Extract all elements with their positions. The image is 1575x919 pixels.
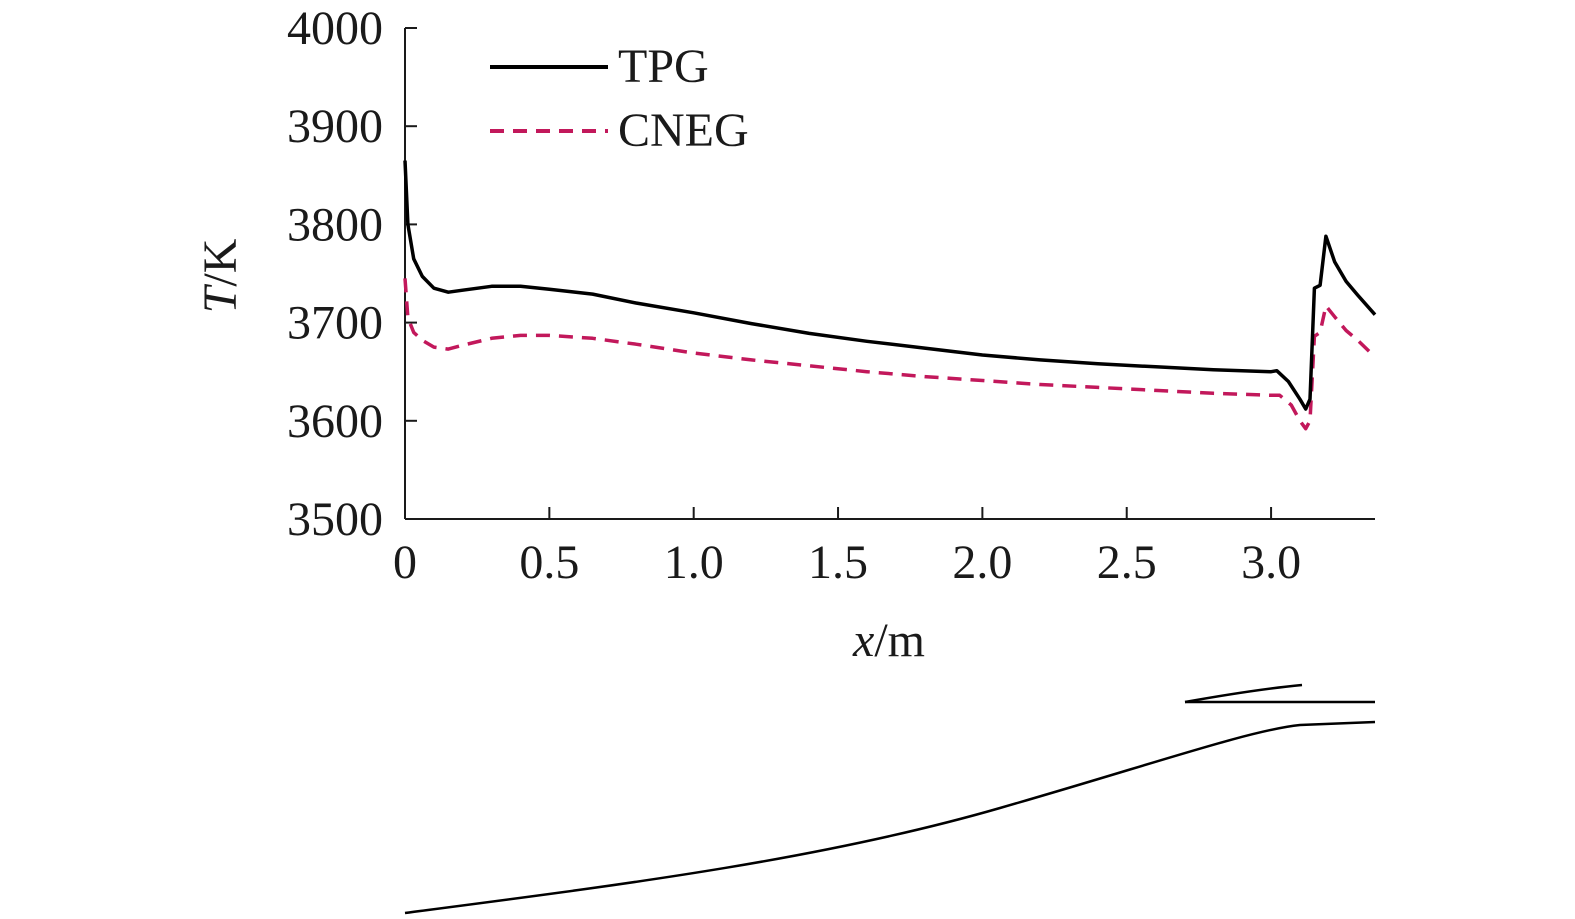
geometry-lower-wall [404,720,1376,915]
y-tick-label: 4000 [287,2,383,55]
x-axis-title-var: x [852,614,874,667]
x-tick-label: 0 [393,536,417,589]
geometry-sketch [404,683,1376,915]
geometry-cowl-lip [1184,683,1303,704]
legend: TPG CNEG [490,40,749,157]
x-tick-label: 3.0 [1241,536,1301,589]
x-ticks: 0 0.5 1.0 1.5 2.0 2.5 3.0 [393,507,1301,589]
y-tick-label: 3900 [287,100,383,153]
y-tick-label: 3800 [287,198,383,251]
y-tick-label: 3700 [287,297,383,350]
y-axis-title: T/K [194,238,247,313]
x-tick-label: 2.0 [952,536,1012,589]
series-line-tpg [403,160,1377,411]
x-axis-title-unit: /m [874,614,925,667]
x-tick-label: 2.5 [1097,536,1157,589]
series-line-cneg [403,278,1377,431]
x-tick-label: 1.0 [664,536,724,589]
y-axis-title-unit: /K [194,238,247,286]
y-axis-title-var: T [194,283,247,313]
y-ticks: 3500 3600 3700 3800 3900 4000 [287,2,417,546]
x-axis-title: x/m [852,614,925,667]
legend-label-cneg: CNEG [618,104,749,157]
legend-label-tpg: TPG [618,40,709,93]
x-tick-label: 0.5 [519,536,579,589]
x-tick-label: 1.5 [808,536,868,589]
y-tick-label: 3500 [287,493,383,546]
y-tick-label: 3600 [287,395,383,448]
